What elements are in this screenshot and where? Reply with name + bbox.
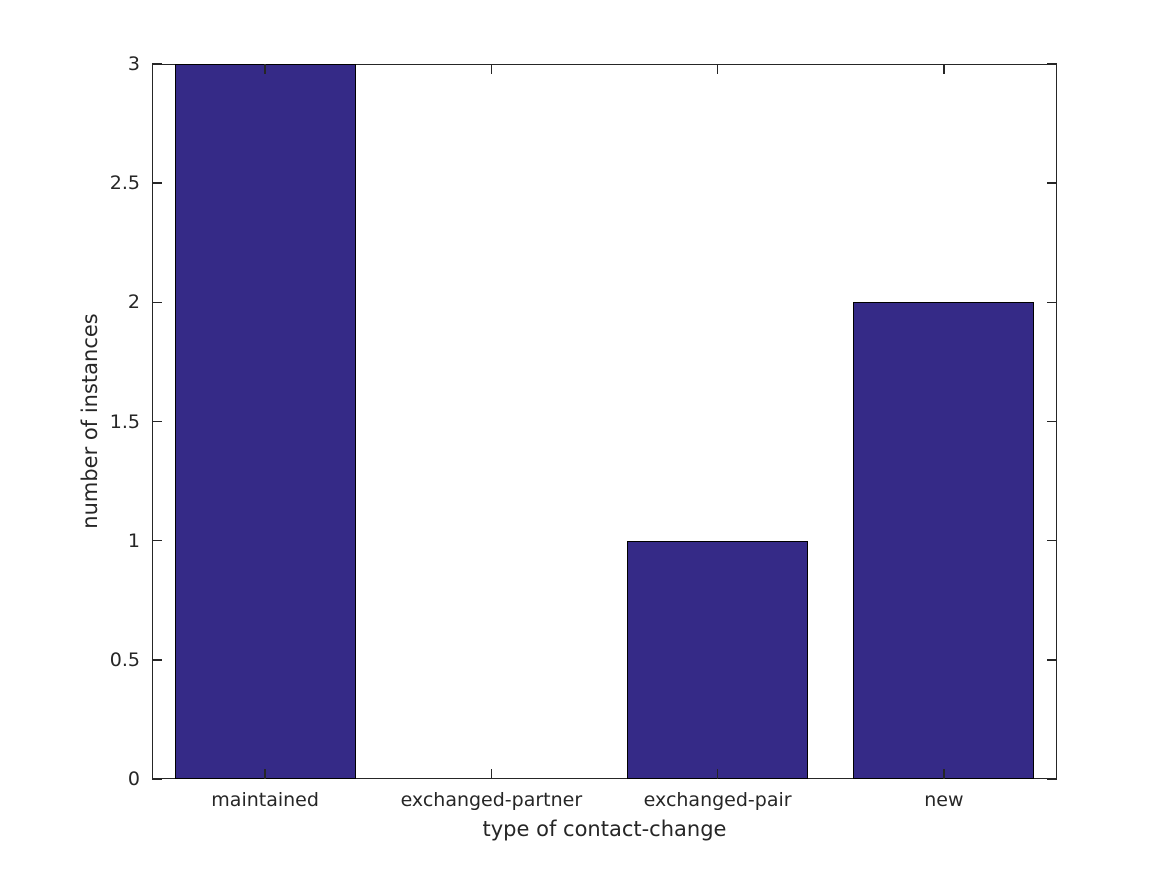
x-tick-bottom <box>490 769 493 779</box>
y-tick-right <box>1047 539 1057 542</box>
y-tick-left <box>152 539 162 542</box>
y-tick-label: 0 <box>127 768 140 790</box>
y-tick-label: 2 <box>127 291 140 314</box>
y-tick-left <box>152 778 162 780</box>
x-tick-bottom <box>264 769 266 779</box>
y-tick-label: 2.5 <box>109 172 140 195</box>
y-tick-right <box>1047 63 1057 65</box>
bar-new <box>853 302 1035 779</box>
x-tick-label-new: new <box>924 789 964 811</box>
x-tick-top <box>490 64 493 74</box>
y-tick-label: 0.5 <box>109 648 140 671</box>
y-tick-left <box>152 63 162 65</box>
y-tick-left <box>152 182 162 184</box>
y-tick-right <box>1047 659 1057 661</box>
bar-exchanged-pair <box>627 540 809 779</box>
y-tick-right <box>1047 182 1057 184</box>
y-tick-left <box>152 420 162 423</box>
y-tick-right <box>1047 301 1057 304</box>
y-tick-left <box>152 301 162 304</box>
x-tick-top <box>264 64 266 74</box>
x-axis-title: type of contact-change <box>482 817 727 841</box>
y-tick-left <box>152 659 162 661</box>
y-tick-label: 1.5 <box>109 410 140 433</box>
x-tick-bottom <box>716 769 719 779</box>
y-tick-label: 1 <box>127 529 140 552</box>
x-tick-label-maintained: maintained <box>211 789 319 811</box>
x-tick-label-exchanged-pair: exchanged-pair <box>643 789 792 811</box>
x-tick-top <box>716 64 719 74</box>
x-tick-top <box>943 64 945 74</box>
y-tick-right <box>1047 420 1057 423</box>
x-tick-bottom <box>943 769 945 779</box>
y-tick-label: 3 <box>127 53 140 75</box>
x-tick-label-exchanged-partner: exchanged-partner <box>400 789 583 811</box>
y-tick-right <box>1047 778 1057 780</box>
bar-maintained <box>174 64 356 779</box>
